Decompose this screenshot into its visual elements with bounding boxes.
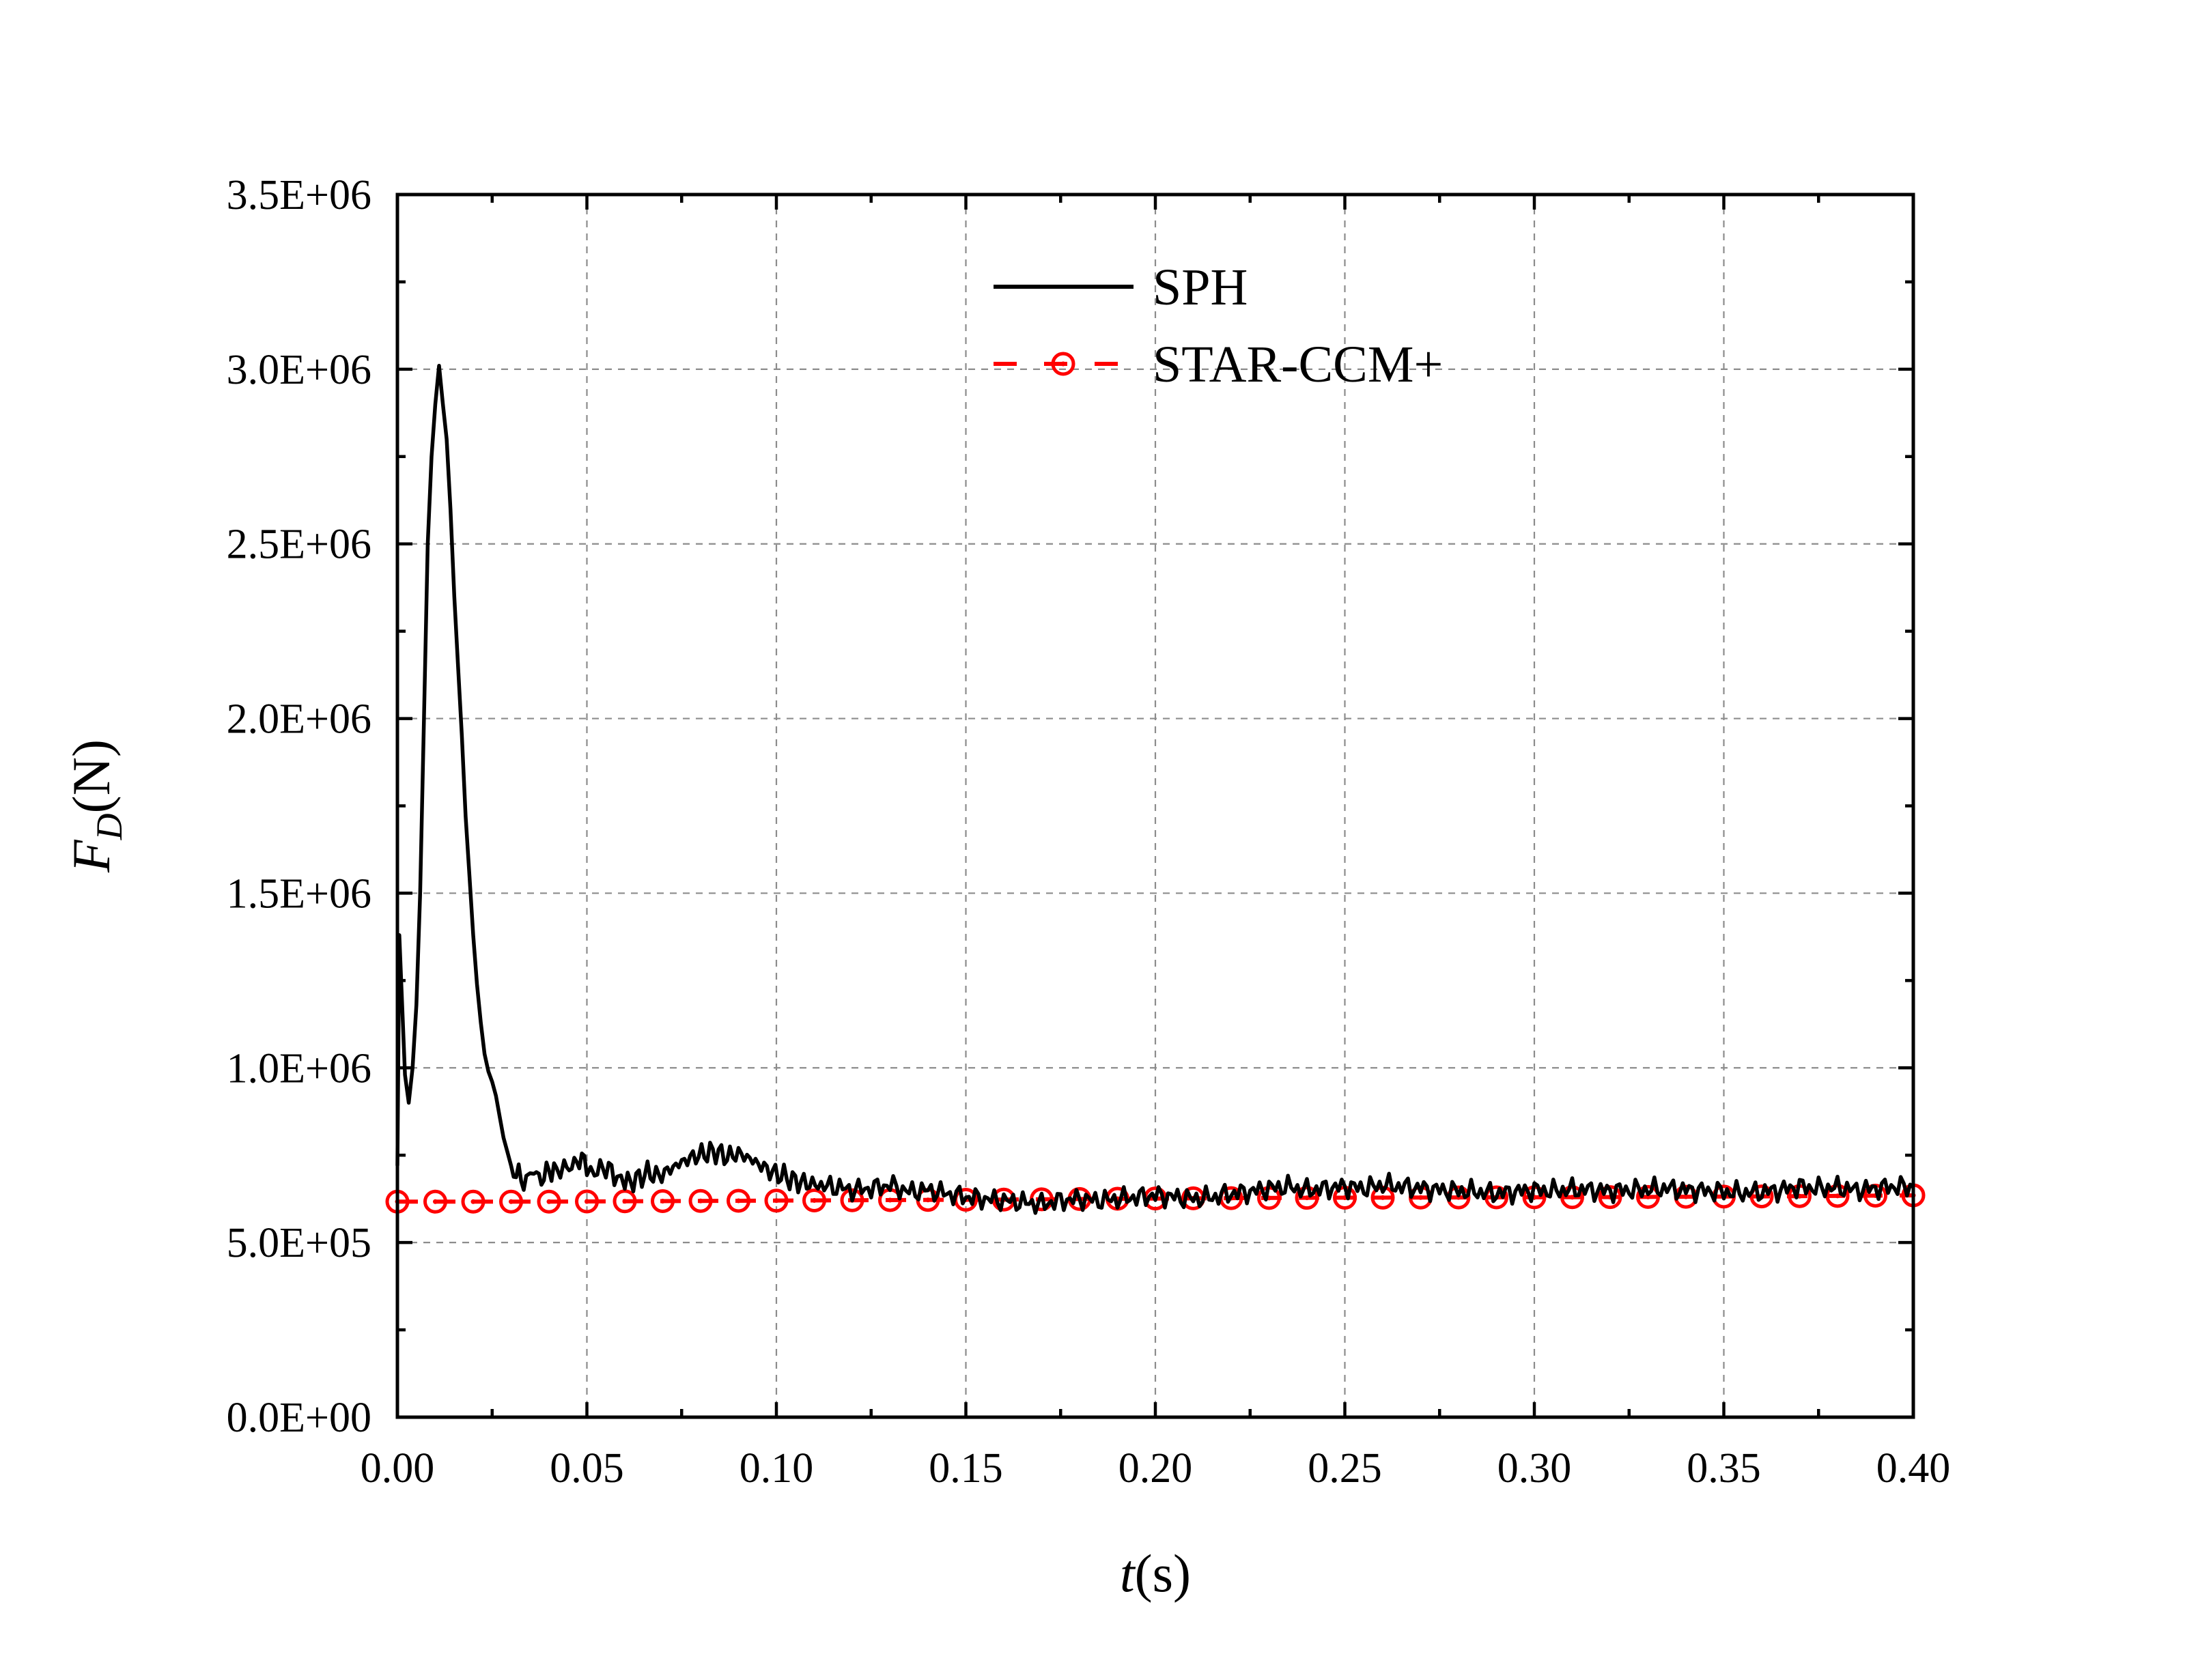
star-ccm-marker [461,1189,485,1214]
star-ccm-marker-dot [585,1199,589,1204]
y-axis-title-symbol: F [61,839,121,873]
y-axis-title-unit: (N) [61,739,121,813]
star-ccm-marker-dot [774,1198,779,1204]
x-tick-label: 0.05 [550,1445,624,1492]
y-axis-title-subscript: D [89,813,130,840]
star-ccm-marker [423,1189,447,1214]
y-tick-label: 0.0E+00 [227,1395,371,1441]
star-ccm-marker-dot [546,1199,552,1204]
grid [397,195,1913,1417]
ticks [395,193,1915,1419]
star-ccm-marker [575,1189,599,1214]
y-tick-label: 1.5E+06 [227,870,371,917]
x-tick-label: 0.00 [361,1445,435,1492]
star-ccm-marker [688,1188,713,1213]
star-ccm-marker-dot [433,1199,438,1204]
star-ccm-marker [764,1188,789,1213]
legend: SPH STAR-CCM+ [994,259,1443,393]
star-ccm-marker-dot [660,1199,665,1204]
star-ccm-marker-dot [888,1197,892,1203]
star-ccm-marker [727,1188,750,1213]
star-ccm-marker [1636,1184,1660,1209]
x-axis-title-symbol: t [1120,1543,1136,1603]
y-tick-label: 2.0E+06 [227,696,371,743]
star-ccm-marker-dot [1418,1195,1423,1200]
sph-series-line [395,363,1915,1215]
star-ccm-marker-dot [1646,1194,1650,1199]
star-ccm-marker-dot [1835,1193,1840,1199]
x-axis-title-unit: (s) [1135,1543,1191,1603]
star-ccm-marker [802,1188,826,1212]
star-ccm-marker [840,1188,864,1212]
x-tick-label: 0.40 [1876,1445,1951,1492]
legend-sph-label: SPH [1153,259,1248,316]
star-ccm-marker [1484,1185,1508,1210]
x-tick-label: 0.25 [1308,1445,1382,1492]
star-ccm-marker-dot [1304,1195,1310,1201]
star-ccm-marker [651,1189,675,1214]
star-ccm-marker [537,1189,561,1214]
star-ccm-marker-dot [1683,1194,1689,1199]
star-ccm-marker-dot [698,1198,703,1204]
star-ccm-marker [613,1189,637,1214]
star-ccm-marker-dot [925,1197,931,1203]
star-ccm-marker-dot [1570,1195,1575,1200]
star-ccm-marker-dot [509,1199,513,1204]
y-axis-title: FD(N) [61,739,130,873]
y-tick-label: 2.5E+06 [227,522,371,568]
y-tick-label: 5.0E+05 [227,1220,371,1266]
star-ccm-marker [1749,1184,1774,1209]
star-ccm-marker [499,1189,523,1214]
legend-star-label: STAR-CCM+ [1153,336,1443,393]
star-ccm-marker-dot [470,1199,476,1204]
x-tick-label: 0.30 [1497,1445,1572,1492]
y-tick-label: 3.5E+06 [227,172,371,218]
x-tick-label: 0.20 [1118,1445,1193,1492]
legend-star-marker [1051,352,1075,376]
star-ccm-marker-dot [1380,1195,1385,1200]
x-axis-title: t(s) [1120,1543,1191,1603]
y-tick-label: 1.0E+06 [227,1045,371,1092]
star-ccm-marker-dot [812,1197,817,1203]
x-tick-label: 0.35 [1687,1445,1761,1492]
series-layer [385,363,1926,1215]
legend-star-marker-dot [1060,361,1066,367]
star-ccm-marker-dot [622,1199,628,1204]
x-tick-label: 0.10 [740,1445,814,1492]
star-ccm-marker-dot [736,1198,741,1204]
y-tick-label: 3.0E+06 [227,347,371,393]
x-tick-label: 0.15 [929,1445,1003,1492]
tick-labels: 0.00 0.05 0.10 0.15 0.20 0.25 0.30 0.35 0.40 0.0E… [227,172,1951,1492]
